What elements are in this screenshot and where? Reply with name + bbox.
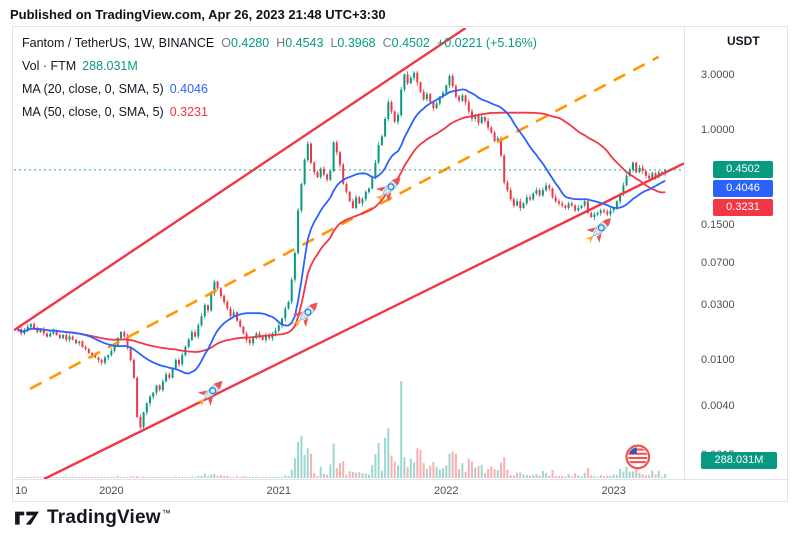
legend-ma20-row[interactable]: MA (20, close, 0, SMA, 5) 0.4046 xyxy=(22,82,537,96)
last-price-badge: 0.4502 xyxy=(713,161,773,179)
time-tick-label: 10 xyxy=(15,485,28,497)
volume-value: 288.031M xyxy=(82,59,138,73)
published-caption: Published on TradingView.com, Apr 26, 20… xyxy=(10,7,386,22)
quote-currency-label: USDT xyxy=(727,34,760,48)
price-tick-label: 0.1500 xyxy=(701,218,735,231)
ma20-value: 0.4046 xyxy=(169,82,208,96)
close-label: C xyxy=(382,36,392,50)
tradingview-logo-icon[interactable] xyxy=(14,507,40,529)
down-candles xyxy=(17,72,663,428)
ma20-price-badge: 0.4046 xyxy=(713,180,773,198)
chart-legend: Fantom / TetherUS, 1W, BINANCE O0.4280 H0.… xyxy=(22,36,537,128)
ma50-label: MA (50, close, 0, SMA, 5) xyxy=(22,105,164,119)
price-axis[interactable]: USDT 3.0000 1.0000 0.1500 0.0700 0.0300 0.010… xyxy=(684,28,787,479)
price-chart[interactable]: Fantom / TetherUS, 1W, BINANCE O0.4280 H0.… xyxy=(13,27,685,481)
time-tick-label: 2021 xyxy=(266,485,292,497)
ma-50-line xyxy=(17,111,666,353)
time-tick-label: 2020 xyxy=(99,485,124,497)
price-tick-label: 1.0000 xyxy=(701,124,735,136)
chart-canvas[interactable] xyxy=(13,27,685,481)
volume-label: Vol · FTM xyxy=(22,59,77,73)
price-tick-label: 0.0700 xyxy=(701,256,735,269)
volume-value-badge: 288.031M xyxy=(701,452,777,469)
price-tick-label: 0.0040 xyxy=(701,399,735,412)
high-value: 0.4543 xyxy=(285,36,324,50)
low-label: L xyxy=(330,36,338,50)
channel-resistance-line[interactable] xyxy=(13,27,467,332)
rocket-sticker-icon[interactable] xyxy=(192,374,230,412)
tradingview-wordmark[interactable]: TradingView™ xyxy=(47,507,171,529)
us-flag-sticker-icon[interactable] xyxy=(627,446,650,469)
open-label: O xyxy=(221,36,231,50)
legend-ma50-row[interactable]: MA (50, close, 0, SMA, 5) 0.3231 xyxy=(22,105,537,119)
rocket-sticker-icon[interactable] xyxy=(580,211,618,249)
volume-bars xyxy=(17,381,667,478)
time-tick-label: 2022 xyxy=(434,485,459,497)
legend-symbol-row[interactable]: Fantom / TetherUS, 1W, BINANCE O0.4280 H0.… xyxy=(22,36,537,50)
low-value: 0.3968 xyxy=(337,36,376,50)
ma50-value: 0.3231 xyxy=(169,105,208,119)
time-tick-label: 2023 xyxy=(601,485,626,497)
price-tick-label: 0.0100 xyxy=(701,354,735,366)
ascending-dashed-trendline[interactable] xyxy=(29,55,660,390)
footer: TradingView™ xyxy=(14,507,171,529)
trademark-symbol: ™ xyxy=(161,507,171,518)
price-tick-label: 3.0000 xyxy=(701,69,735,82)
high-label: H xyxy=(276,36,286,50)
chart-widget: Fantom / TetherUS, 1W, BINANCE O0.4280 H0.… xyxy=(12,26,788,502)
legend-volume-row[interactable]: Vol · FTM 288.031M xyxy=(22,59,537,73)
channel-support-line[interactable] xyxy=(43,162,685,481)
time-axis[interactable]: 10 2020 2021 2022 2023 xyxy=(14,479,787,501)
ma50-price-badge: 0.3231 xyxy=(713,199,773,217)
close-value: 0.4502 xyxy=(391,36,430,50)
symbol-title: Fantom / TetherUS, 1W, BINANCE xyxy=(22,36,215,50)
brand-text: TradingView xyxy=(47,507,161,528)
price-tick-label: 0.0300 xyxy=(701,299,735,312)
up-candles xyxy=(23,72,667,428)
ma20-label: MA (20, close, 0, SMA, 5) xyxy=(22,82,164,96)
change-value: +0.0221 (+5.16%) xyxy=(436,36,537,50)
ma-20-line xyxy=(17,88,666,375)
open-value: 0.4280 xyxy=(230,36,270,50)
price-chart-svg xyxy=(13,27,685,481)
